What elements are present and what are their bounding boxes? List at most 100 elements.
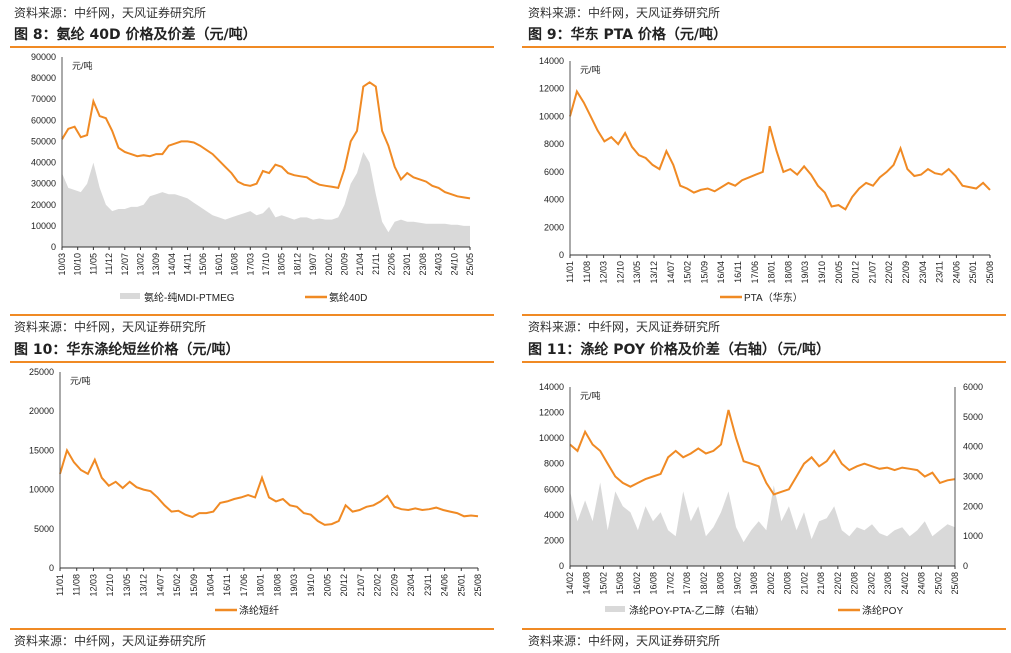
y-tick-label: 8000 bbox=[544, 459, 564, 469]
y-tick-label: 12000 bbox=[539, 408, 564, 418]
y2-tick-label: 6000 bbox=[963, 382, 983, 392]
x-tick-label: 14/11 bbox=[183, 253, 193, 275]
y2-tick-label: 1000 bbox=[963, 531, 983, 541]
x-tick-label: 18/08 bbox=[783, 261, 793, 284]
y-tick-label: 20000 bbox=[31, 200, 56, 210]
x-tick-label: 18/08 bbox=[272, 574, 282, 597]
x-tick-label: 11/01 bbox=[565, 261, 575, 283]
x-tick-label: 21/08 bbox=[816, 572, 826, 595]
y-tick-label: 80000 bbox=[31, 73, 56, 83]
y-tick-label: 30000 bbox=[31, 179, 56, 189]
y-tick-label: 12000 bbox=[539, 84, 564, 94]
x-tick-label: 14/08 bbox=[582, 572, 592, 595]
x-tick-label: 22/02 bbox=[373, 574, 383, 597]
y-tick-label: 14000 bbox=[539, 382, 564, 392]
x-tick-label: 12/03 bbox=[599, 261, 609, 284]
x-tick-label: 23/11 bbox=[423, 574, 433, 596]
source-note: 资料来源：中纤网，天风证券研究所 bbox=[14, 320, 207, 334]
x-tick-label: 18/12 bbox=[292, 253, 302, 276]
line-series bbox=[59, 447, 479, 526]
y-tick-label: 25000 bbox=[29, 367, 54, 377]
x-tick-label: 20/05 bbox=[834, 261, 844, 284]
y-tick-label: 8000 bbox=[544, 139, 564, 149]
line-series bbox=[569, 409, 956, 496]
y-tick-label: 6000 bbox=[544, 167, 564, 177]
x-tick-label: 17/06 bbox=[239, 574, 249, 597]
y-tick-label: 20000 bbox=[29, 406, 54, 416]
source-note: 资料来源：中纤网，天风证券研究所 bbox=[528, 6, 721, 20]
x-tick-label: 22/02 bbox=[833, 572, 843, 595]
x-tick-label: 18/02 bbox=[699, 572, 709, 595]
line-series bbox=[61, 81, 471, 200]
y-tick-label: 0 bbox=[51, 242, 56, 252]
legend-swatch bbox=[605, 606, 625, 612]
x-tick-label: 10/03 bbox=[57, 253, 67, 276]
x-tick-label: 24/03 bbox=[434, 253, 444, 276]
x-tick-label: 20/02 bbox=[766, 572, 776, 595]
source-note: 资料来源：中纤网，天风证券研究所 bbox=[528, 634, 721, 648]
y-tick-label: 10000 bbox=[539, 111, 564, 121]
x-tick-label: 25/05 bbox=[465, 253, 475, 276]
chart-title: 图 10：华东涤纶短丝价格（元/吨） bbox=[14, 342, 240, 358]
x-tick-label: 20/05 bbox=[323, 574, 333, 597]
x-tick-label: 16/08 bbox=[230, 253, 240, 276]
y-tick-label: 10000 bbox=[539, 433, 564, 443]
x-tick-label: 23/04 bbox=[918, 261, 928, 284]
x-tick-label: 23/01 bbox=[402, 253, 412, 276]
title-rule bbox=[10, 46, 494, 48]
x-tick-label: 15/09 bbox=[699, 261, 709, 284]
x-tick-label: 19/03 bbox=[800, 261, 810, 284]
x-tick-label: 11/12 bbox=[104, 253, 114, 275]
y-tick-label: 4000 bbox=[544, 195, 564, 205]
x-tick-label: 12/10 bbox=[615, 261, 625, 284]
y2-tick-label: 0 bbox=[963, 561, 968, 571]
chart-title: 图 11：涤纶 POY 价格及价差（右轴）（元/吨） bbox=[528, 342, 831, 358]
y-tick-label: 0 bbox=[559, 561, 564, 571]
area-series bbox=[62, 152, 470, 247]
x-tick-label: 21/04 bbox=[355, 253, 365, 276]
title-rule bbox=[522, 46, 1006, 48]
x-tick-label: 24/06 bbox=[440, 574, 450, 597]
y-tick-label: 2000 bbox=[544, 535, 564, 545]
x-tick-label: 22/02 bbox=[884, 261, 894, 284]
x-tick-label: 15/02 bbox=[172, 574, 182, 597]
x-tick-label: 11/05 bbox=[88, 253, 98, 275]
legend-label: 涤纶POY-PTA-乙二醇（右轴） bbox=[629, 604, 765, 617]
y2-tick-label: 3000 bbox=[963, 472, 983, 482]
x-tick-label: 19/10 bbox=[306, 574, 316, 597]
divider bbox=[10, 628, 494, 630]
source-note: 资料来源：中纤网，天风证券研究所 bbox=[528, 320, 721, 334]
divider bbox=[10, 314, 494, 316]
x-tick-label: 21/11 bbox=[371, 253, 381, 275]
y-unit-label: 元/吨 bbox=[580, 390, 601, 401]
y-tick-label: 70000 bbox=[31, 94, 56, 104]
x-tick-label: 12/07 bbox=[120, 253, 130, 276]
x-tick-label: 18/01 bbox=[256, 574, 266, 597]
x-tick-label: 23/02 bbox=[866, 572, 876, 595]
line-series bbox=[569, 89, 991, 211]
x-tick-label: 21/02 bbox=[799, 572, 809, 595]
x-tick-label: 22/09 bbox=[901, 261, 911, 284]
x-tick-label: 13/09 bbox=[151, 253, 161, 276]
legend-swatch bbox=[120, 293, 140, 299]
x-tick-label: 17/02 bbox=[665, 572, 675, 595]
x-tick-label: 25/08 bbox=[985, 261, 995, 284]
y-tick-label: 90000 bbox=[31, 52, 56, 62]
x-tick-label: 23/08 bbox=[418, 253, 428, 276]
chart-title: 图 8：氨纶 40D 价格及价差（元/吨） bbox=[14, 27, 257, 43]
x-tick-label: 20/08 bbox=[783, 572, 793, 595]
legend-label: PTA（华东） bbox=[744, 291, 803, 304]
x-tick-label: 24/06 bbox=[951, 261, 961, 284]
x-tick-label: 18/08 bbox=[716, 572, 726, 595]
y-tick-label: 5000 bbox=[34, 524, 54, 534]
x-tick-label: 13/05 bbox=[122, 574, 132, 597]
y-tick-label: 40000 bbox=[31, 158, 56, 168]
source-note: 资料来源：中纤网，天风证券研究所 bbox=[14, 6, 207, 20]
x-tick-label: 23/04 bbox=[406, 574, 416, 597]
y-unit-label: 元/吨 bbox=[70, 375, 91, 386]
y-tick-label: 0 bbox=[559, 250, 564, 260]
x-tick-label: 25/08 bbox=[950, 572, 960, 595]
x-tick-label: 19/08 bbox=[749, 572, 759, 595]
y-tick-label: 15000 bbox=[29, 445, 54, 455]
